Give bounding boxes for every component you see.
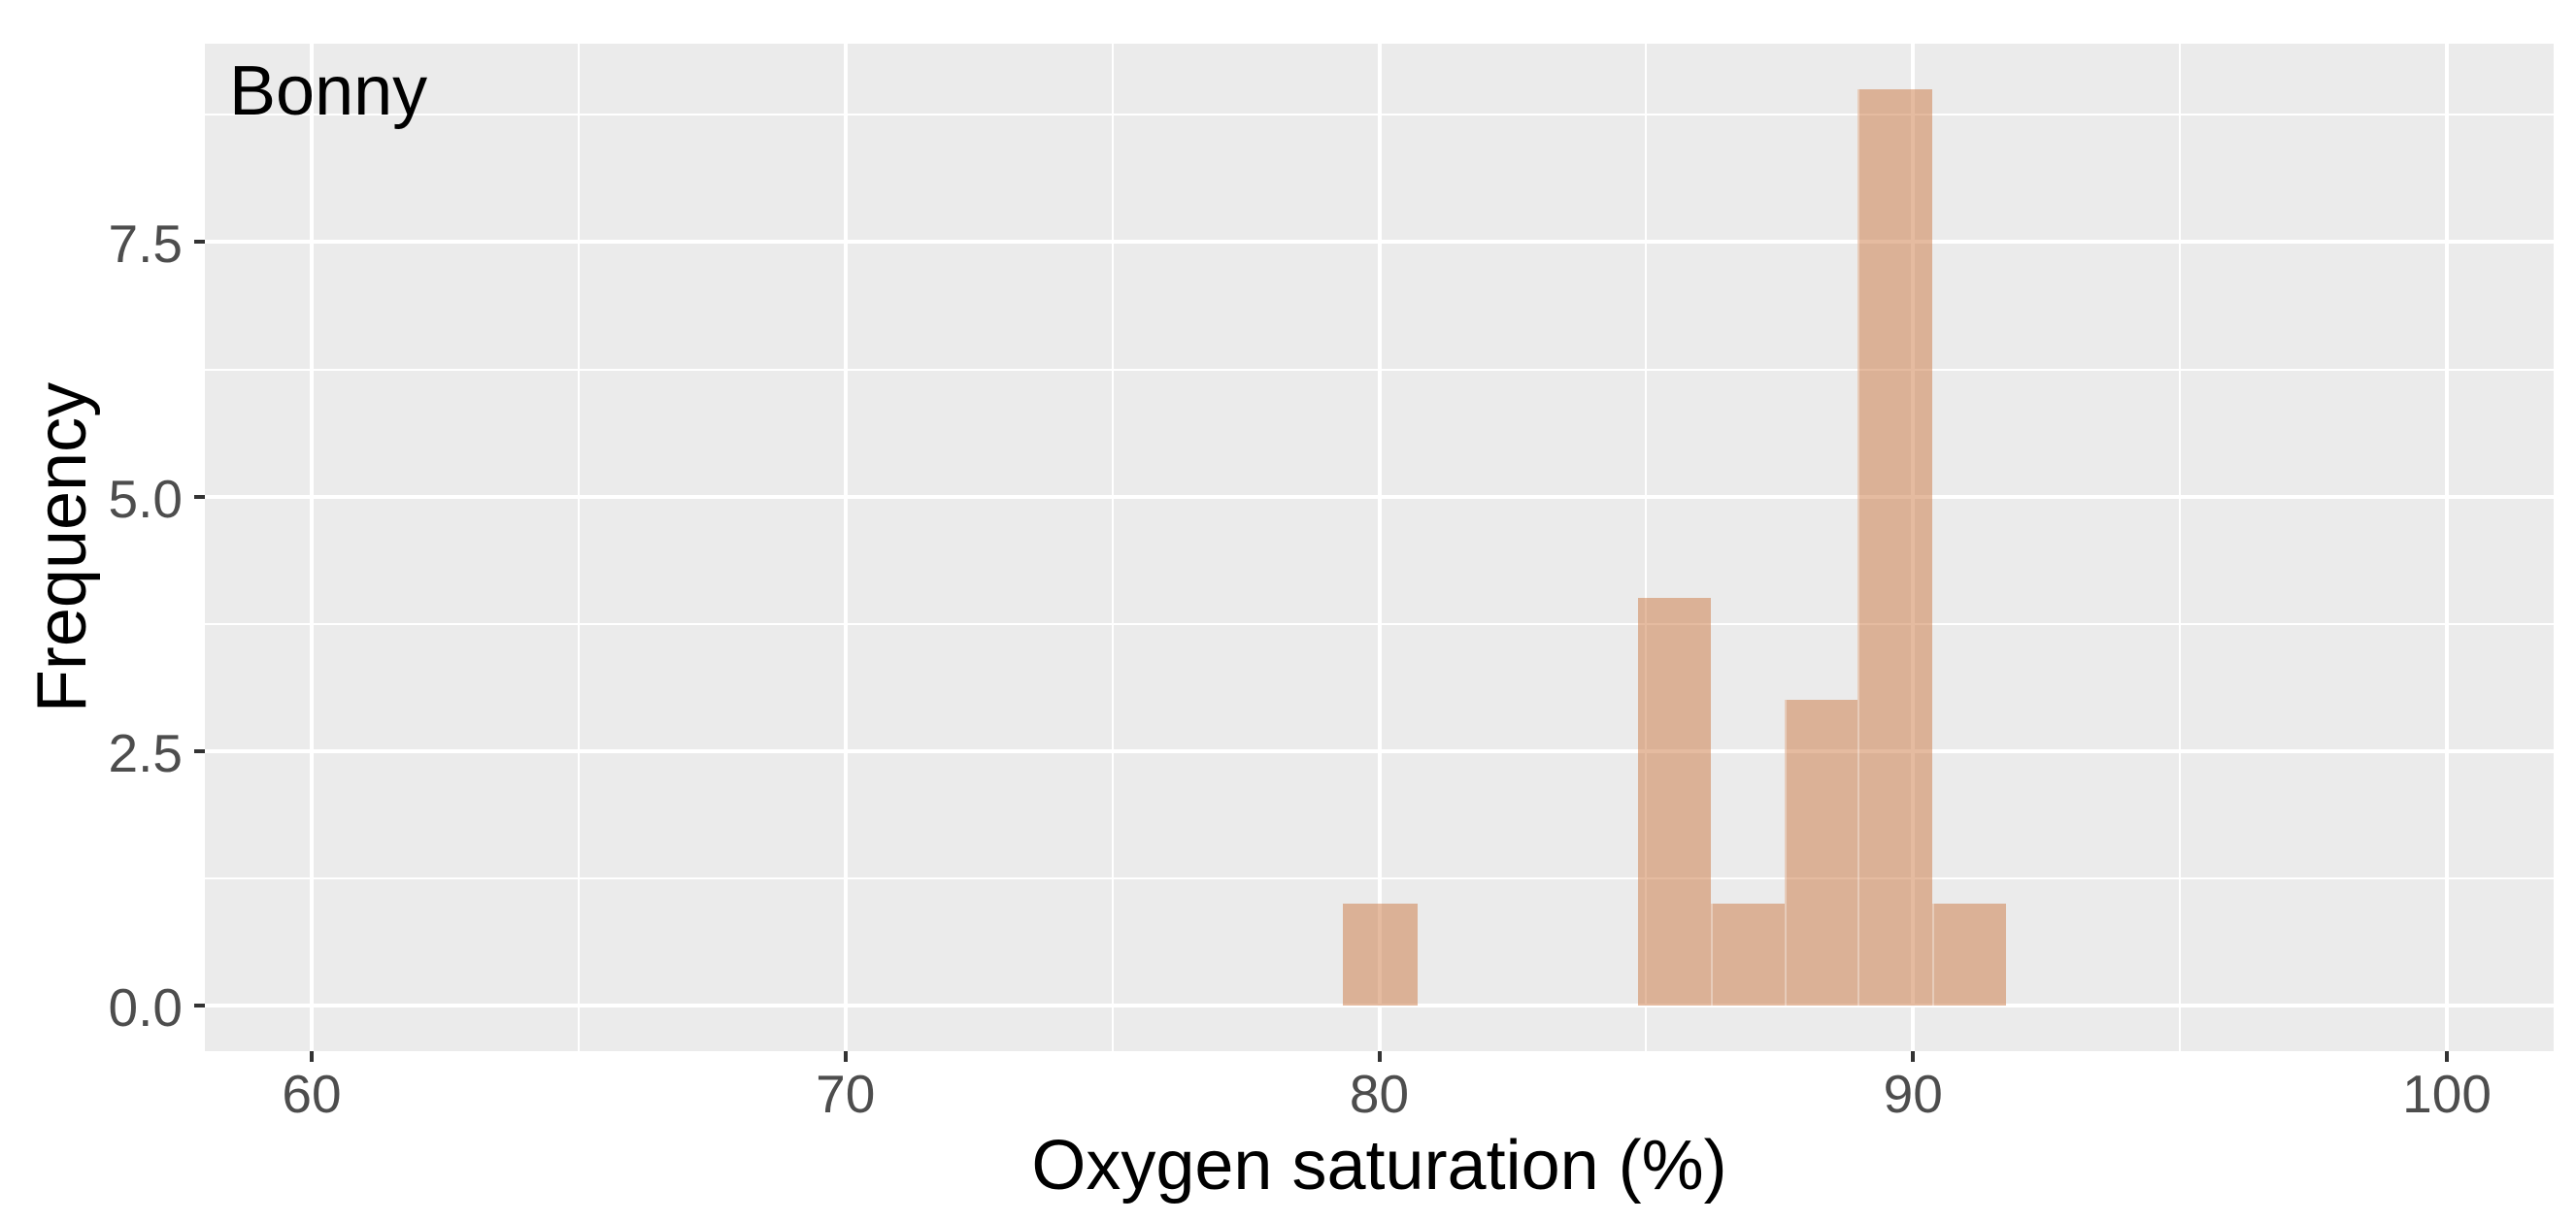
histogram-bar [1343,903,1418,1006]
y-tick-label: 5.0 [108,468,183,529]
x-tick-label: 80 [1349,1064,1410,1124]
y-axis-title: Frequency [23,381,101,713]
x-tick-label: 60 [282,1064,342,1124]
x-tick-label: 70 [816,1064,876,1124]
minor-gridline-vertical [1111,44,1114,1051]
major-gridline-vertical [843,44,848,1051]
y-tick-mark [194,1003,205,1007]
x-tick-mark [1377,1051,1382,1062]
plot-panel [205,44,2554,1051]
x-tick-mark [2445,1051,2450,1062]
minor-gridline-vertical [577,44,580,1051]
y-tick-label: 0.0 [108,976,183,1038]
major-gridline-horizontal [205,748,2554,753]
minor-gridline-vertical [1645,44,1648,1051]
y-tick-mark [194,494,205,499]
y-tick-mark [194,240,205,245]
x-tick-mark [309,1051,314,1062]
histogram-bar [1638,598,1711,1006]
major-gridline-vertical [1377,44,1382,1051]
histogram-bar [1857,89,1932,1006]
histogram-bar [1931,903,2006,1006]
histogram-bar [1784,700,1858,1006]
x-tick-label: 100 [2402,1064,2492,1124]
major-gridline-horizontal [205,1003,2554,1007]
x-tick-label: 90 [1883,1064,1943,1124]
x-tick-mark [843,1051,848,1062]
y-tick-label: 7.5 [108,214,183,275]
y-tick-label: 2.5 [108,722,183,783]
major-gridline-horizontal [205,240,2554,245]
x-axis-title: Oxygen saturation (%) [1031,1127,1727,1205]
major-gridline-horizontal [205,494,2554,499]
major-gridline-vertical [309,44,314,1051]
y-tick-mark [194,748,205,753]
x-tick-mark [1911,1051,1916,1062]
plot-title: Bonny [229,52,428,130]
major-gridline-vertical [2445,44,2450,1051]
histogram-bar [1710,903,1785,1006]
minor-gridline-vertical [2179,44,2182,1051]
